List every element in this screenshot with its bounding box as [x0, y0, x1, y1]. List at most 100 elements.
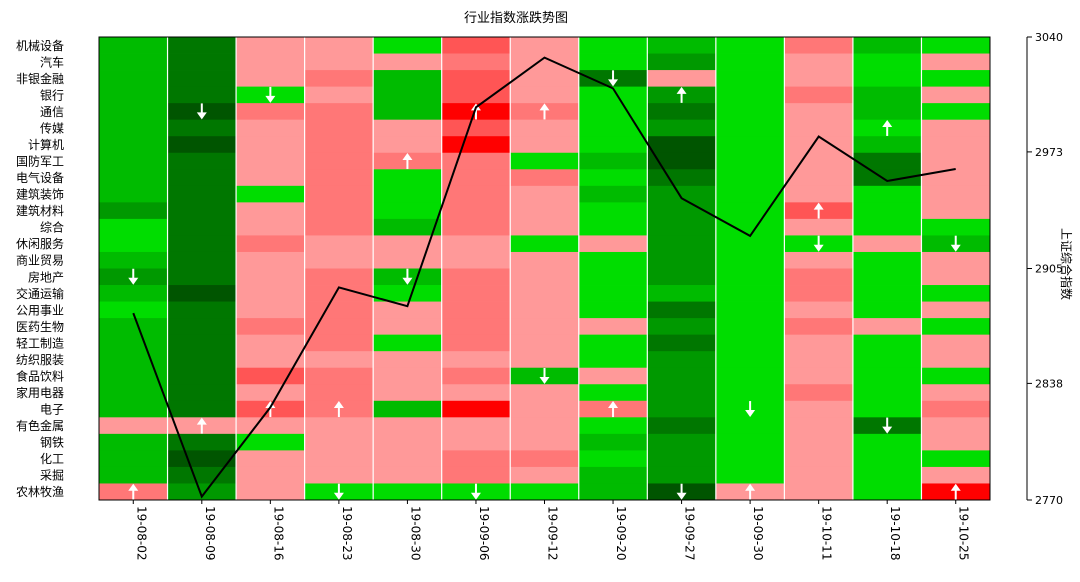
heatmap-cell	[510, 86, 580, 104]
heatmap-cell	[304, 37, 374, 54]
heatmap-cell	[578, 483, 648, 501]
heatmap-cell	[373, 218, 443, 236]
right-tick-label: 3040	[1035, 31, 1063, 44]
heatmap-cell	[373, 417, 443, 435]
heatmap-cell	[373, 318, 443, 336]
heatmap-cell	[921, 136, 991, 154]
heatmap-cell	[304, 136, 374, 154]
heatmap-cell	[510, 136, 580, 154]
x-tick-label: 19-08-23	[340, 506, 354, 560]
heatmap-cell	[578, 53, 648, 71]
heatmap-cell	[510, 169, 580, 187]
heatmap-cell	[852, 103, 922, 121]
arrow-up-icon	[813, 202, 824, 219]
heatmap-cell	[304, 70, 374, 88]
heatmap-cell	[784, 318, 854, 336]
heatmap-cell	[304, 235, 374, 253]
heatmap-cell	[304, 417, 374, 435]
heatmap-cell	[236, 268, 306, 286]
heatmap-cell	[715, 185, 785, 203]
x-tick-label: 19-09-12	[546, 506, 560, 560]
heatmap-cell	[373, 450, 443, 468]
heatmap-cell	[647, 202, 717, 220]
heatmap-cell	[441, 119, 511, 137]
arrow-up-icon	[608, 401, 619, 418]
heatmap-cell	[578, 466, 648, 484]
arrow-up-icon	[745, 483, 756, 500]
heatmap-cell	[304, 202, 374, 220]
heatmap-cell	[441, 86, 511, 104]
heatmap-cell	[373, 384, 443, 402]
heatmap-cell	[99, 103, 168, 121]
heatmap-cell	[236, 70, 306, 88]
heatmap-cell	[167, 483, 237, 501]
heatmap-cell	[510, 37, 580, 54]
heatmap-cell	[236, 318, 306, 336]
heatmap-cell	[921, 417, 991, 435]
date-labels: 19-08-02 19-08-09 19-08-16 19-08-23 19-08-30…	[132, 500, 971, 560]
heatmap-cell	[647, 103, 717, 121]
heatmap-cell	[921, 218, 991, 236]
heatmap-cell	[99, 218, 168, 236]
heatmap-cell	[167, 53, 237, 71]
heatmap-cell	[373, 400, 443, 418]
heatmap-cell	[236, 384, 306, 402]
arrow-down-icon	[813, 235, 824, 252]
heatmap-cell	[852, 351, 922, 369]
heatmap-cell	[510, 301, 580, 319]
heatmap-cell	[921, 334, 991, 352]
heatmap-cell	[441, 450, 511, 468]
heatmap-cell	[99, 119, 168, 137]
heatmap-cell	[784, 400, 854, 418]
heatmap-cell	[921, 466, 991, 484]
heatmap-cell	[373, 86, 443, 104]
heatmap-cell	[852, 450, 922, 468]
heatmap-cell	[304, 251, 374, 269]
heatmap-cell	[647, 450, 717, 468]
industry-label: 银行	[40, 88, 64, 102]
heatmap-cell	[441, 202, 511, 220]
heatmap-cell	[304, 218, 374, 236]
heatmap-cell	[921, 70, 991, 88]
index-line	[132, 56, 956, 499]
heatmap-cell	[921, 450, 991, 468]
arrow-up-icon	[128, 483, 139, 500]
heatmap-cell	[373, 483, 443, 501]
heatmap-cell	[784, 169, 854, 187]
heatmap-cell	[921, 103, 991, 121]
heatmap-cell	[236, 450, 306, 468]
heatmap-cell	[373, 185, 443, 203]
heatmap-cell	[784, 53, 854, 71]
heatmap-cell	[99, 400, 168, 418]
industry-label: 家用电器	[16, 385, 64, 400]
heatmap-cell	[167, 169, 237, 187]
heatmap-cell	[852, 251, 922, 269]
industry-label: 采掘	[40, 468, 64, 483]
heatmap-cell	[373, 367, 443, 385]
heatmap-cell	[304, 285, 374, 302]
heatmap-cell	[304, 450, 374, 468]
heatmap-cell	[441, 301, 511, 319]
heatmap-cell	[236, 466, 306, 484]
heatmap-cell	[784, 218, 854, 236]
industry-label: 钢铁	[40, 436, 64, 450]
heatmap-cell	[99, 251, 168, 269]
heatmap-cell	[578, 384, 648, 402]
heatmap-cell	[647, 37, 717, 54]
heatmap-cell	[921, 185, 991, 203]
heatmap-cell	[441, 37, 511, 54]
heatmap-cell	[441, 367, 511, 385]
right-tick-label: 2973	[1035, 146, 1063, 159]
heatmap-cell	[784, 334, 854, 352]
heatmap-cell	[852, 400, 922, 418]
heatmap-cell	[441, 466, 511, 484]
heatmap-cell	[852, 235, 922, 253]
heatmap-cell	[715, 218, 785, 236]
heatmap-cell	[167, 268, 237, 286]
industry-label: 综合	[40, 220, 64, 235]
heatmap-cell	[167, 285, 237, 302]
heatmap-cell	[578, 301, 648, 319]
heatmap-cell	[921, 301, 991, 319]
heatmap-cell	[784, 268, 854, 286]
heatmap-cell	[852, 152, 922, 170]
